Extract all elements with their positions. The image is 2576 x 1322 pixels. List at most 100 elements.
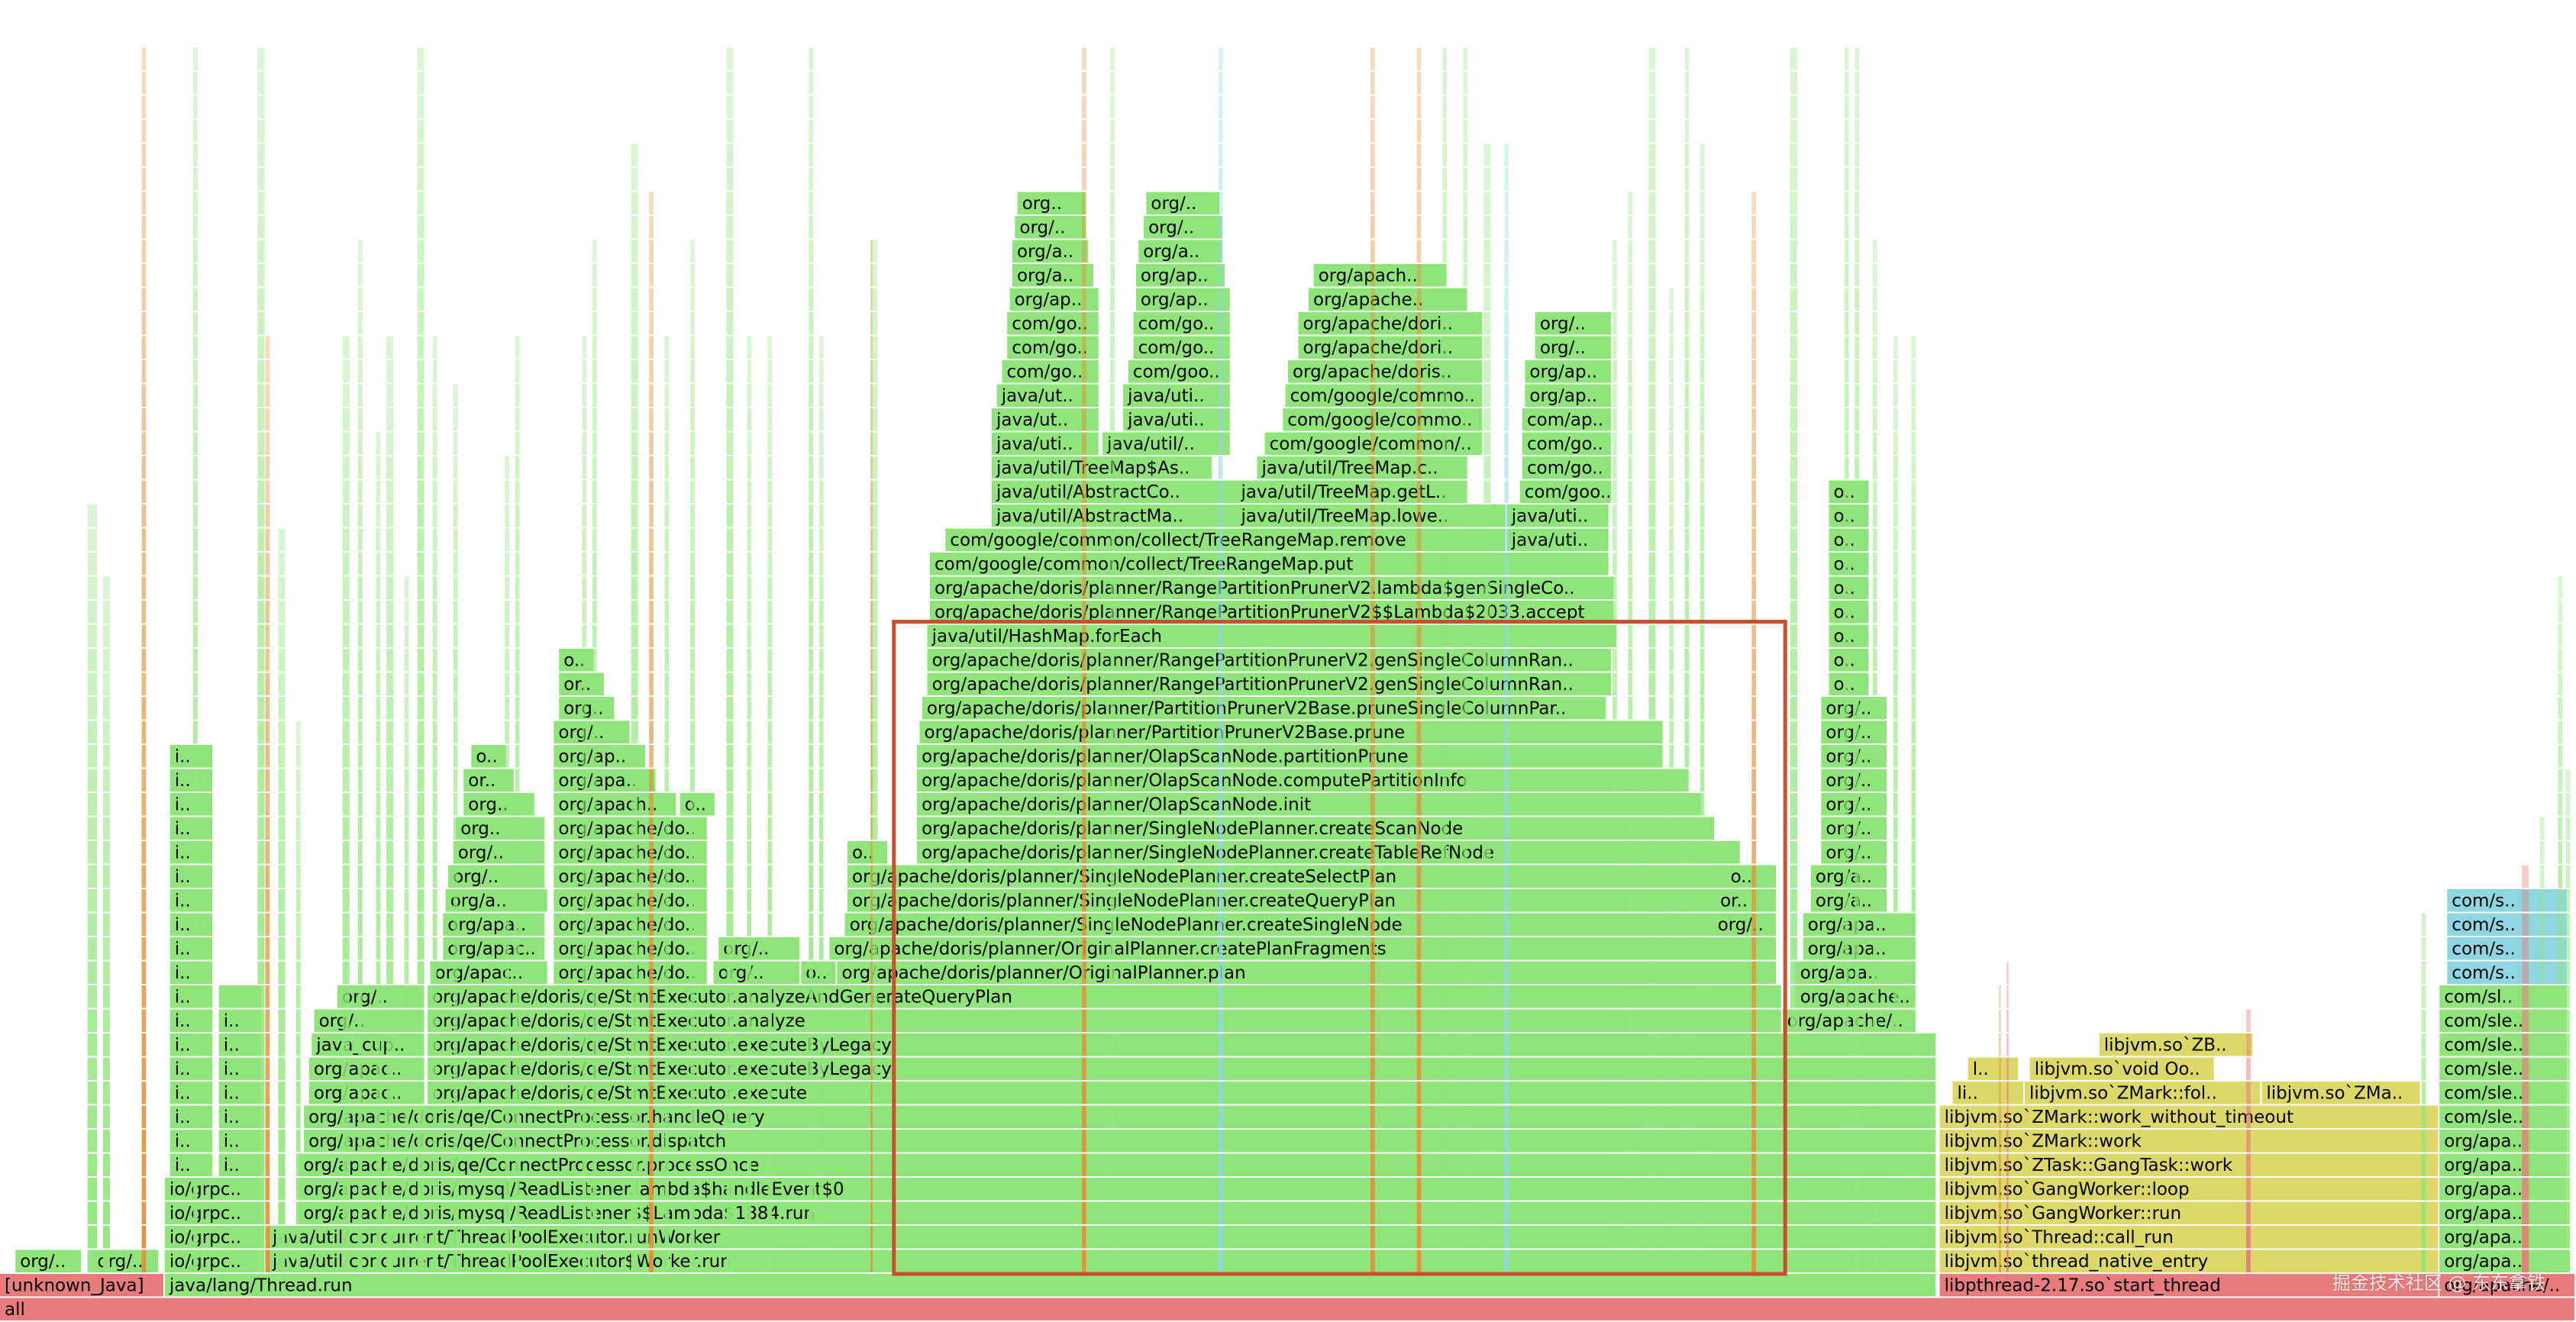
- flame-frame[interactable]: i..: [169, 769, 213, 792]
- flame-frame-bar[interactable]: [448, 865, 545, 888]
- flame-frame-bar[interactable]: [554, 889, 707, 912]
- flame-frame-bar[interactable]: [1535, 336, 1612, 360]
- flame-frame[interactable]: com/google/commo..: [1283, 408, 1483, 431]
- flame-frame-bar[interactable]: [445, 889, 547, 912]
- flame-frame[interactable]: i..: [169, 1082, 213, 1104]
- flame-frame-bar[interactable]: [1309, 288, 1467, 311]
- flame-frame[interactable]: com/google/common/collect/TreeRangeMap.p…: [930, 553, 1609, 576]
- flame-frame[interactable]: i..: [218, 1033, 262, 1056]
- flame-frame[interactable]: org/..: [1144, 216, 1222, 239]
- flame-frame[interactable]: org/apache/doris/qe/StmtExecutor.execute…: [428, 1057, 1936, 1081]
- flame-frame-bar[interactable]: [992, 456, 1212, 479]
- flame-frame[interactable]: or..: [1716, 889, 1777, 912]
- flame-frame[interactable]: org/..: [15, 1249, 81, 1273]
- flame-frame[interactable]: org/apache/do..: [554, 913, 707, 937]
- flame-frame[interactable]: com/sl..: [2439, 985, 2567, 1008]
- flame-frame-bar[interactable]: [1968, 1057, 2019, 1081]
- flame-frame[interactable]: org/apach..: [554, 793, 676, 816]
- flame-frame[interactable]: io/grpc..: [164, 1201, 262, 1225]
- flame-frame-bar[interactable]: [992, 432, 1099, 456]
- flame-frame-bar[interactable]: [169, 1082, 213, 1104]
- flame-frame-bar[interactable]: [1135, 264, 1225, 287]
- flame-frame-bar[interactable]: [1298, 312, 1483, 335]
- flame-frame-bar[interactable]: [992, 480, 1238, 504]
- flame-frame-bar[interactable]: [847, 841, 887, 864]
- flame-frame-bar[interactable]: [0, 1298, 2574, 1321]
- flame-frame-bar[interactable]: [2439, 1274, 2574, 1297]
- flame-frame-bar[interactable]: [1522, 408, 1612, 431]
- flame-frame[interactable]: java/util/TreeMap$As..: [992, 456, 1212, 479]
- flame-frame[interactable]: i..: [218, 1130, 262, 1153]
- flame-frame-bar[interactable]: [267, 1226, 1936, 1249]
- flame-frame[interactable]: org/apa..: [554, 769, 656, 792]
- flame-frame[interactable]: i..: [218, 1057, 262, 1081]
- flame-frame[interactable]: i..: [169, 745, 213, 768]
- flame-frame-bar[interactable]: [1939, 1201, 2439, 1225]
- flame-frame[interactable]: org/apache/doris/qe/ConnectProcessor.pro…: [299, 1153, 1936, 1177]
- flame-frame[interactable]: org/..: [337, 985, 424, 1008]
- flame-frame[interactable]: java/util/concurrent/ThreadPoolExecutor.…: [267, 1226, 1936, 1249]
- flame-frame[interactable]: com/sle..: [2439, 1082, 2567, 1104]
- flame-frame-bar[interactable]: [680, 793, 715, 816]
- flame-frame-bar[interactable]: [2439, 1226, 2567, 1249]
- flame-frame-bar[interactable]: [1525, 360, 1612, 383]
- flame-frame[interactable]: org/apa..: [2439, 1249, 2567, 1273]
- flame-frame-bar[interactable]: [1146, 192, 1220, 215]
- flame-frame[interactable]: o..: [847, 841, 887, 864]
- flame-frame-bar[interactable]: [554, 961, 707, 985]
- flame-frame-bar[interactable]: [169, 937, 213, 960]
- flame-frame-bar[interactable]: [847, 889, 1776, 912]
- flame-frame[interactable]: org/apache/doris/qe/StmtExecutor.analyze: [428, 1009, 1781, 1033]
- flame-frame[interactable]: org/apa..: [443, 913, 545, 937]
- flame-frame-bar[interactable]: [1236, 480, 1467, 504]
- flame-frame-bar[interactable]: [1123, 408, 1230, 431]
- flame-frame[interactable]: java/ut..: [996, 384, 1099, 408]
- flame-frame-bar[interactable]: [169, 961, 213, 985]
- flame-frame-bar[interactable]: [1716, 889, 1777, 912]
- flame-frame[interactable]: org/apache/do..: [554, 937, 707, 960]
- flame-frame[interactable]: [unknown_Java]: [0, 1274, 163, 1297]
- flame-frame-bar[interactable]: [218, 1009, 262, 1033]
- flame-frame-bar[interactable]: [299, 1178, 1936, 1201]
- flame-frame-bar[interactable]: [559, 697, 615, 720]
- flame-frame[interactable]: org/apache/doris/planner/RangePartitionP…: [930, 601, 1614, 624]
- flame-frame-bar[interactable]: [992, 408, 1099, 431]
- flame-frame[interactable]: org/apa..: [1803, 913, 1916, 937]
- flame-frame[interactable]: java/util/TreeMap.getL..: [1236, 480, 1467, 504]
- flame-frame-bar[interactable]: [1133, 336, 1230, 360]
- flame-frame-bar[interactable]: [837, 961, 1777, 985]
- flame-frame-bar[interactable]: [554, 793, 676, 816]
- flame-frame-bar[interactable]: [1128, 360, 1230, 383]
- flame-frame-bar[interactable]: [456, 817, 545, 840]
- flame-frame[interactable]: libjvm.so`ZMark::work: [1939, 1130, 2439, 1153]
- flame-frame[interactable]: org/apache/..: [2439, 1274, 2574, 1297]
- flame-frame[interactable]: java/uti..: [1506, 528, 1609, 552]
- flame-frame[interactable]: org/a..: [445, 889, 547, 912]
- flame-frame-bar[interactable]: [218, 1082, 262, 1104]
- flame-frame-bar[interactable]: [164, 1178, 262, 1201]
- flame-frame[interactable]: org/apache/doris/mysql/ReadListener$$Lam…: [299, 1201, 1936, 1225]
- flame-frame[interactable]: org/apache/doris/planner/OriginalPlanner…: [837, 961, 1777, 985]
- flame-frame[interactable]: org/apache/doris/planner/PartitionPruner…: [922, 697, 1606, 720]
- flame-frame-bar[interactable]: [1009, 288, 1099, 311]
- flame-frame-bar[interactable]: [169, 1153, 213, 1177]
- flame-frame-bar[interactable]: [337, 985, 424, 1008]
- flame-frame-bar[interactable]: [1017, 192, 1086, 215]
- flame-frame[interactable]: libjvm.so`ZB..: [2099, 1033, 2253, 1056]
- flame-frame[interactable]: org/apache/doris/qe/StmtExecutor.execute: [428, 1082, 1936, 1104]
- flame-frame-bar[interactable]: [996, 384, 1099, 408]
- flame-frame-bar[interactable]: [2025, 1082, 2261, 1104]
- flame-frame-bar[interactable]: [930, 601, 1614, 624]
- flame-frame[interactable]: org/..: [92, 1249, 159, 1273]
- flame-frame-bar[interactable]: [554, 913, 707, 937]
- flame-frame[interactable]: i..: [218, 1082, 262, 1104]
- flame-frame[interactable]: org/apache/doris/planner/SingleNodePlann…: [917, 817, 1714, 840]
- flame-frame-bar[interactable]: [927, 649, 1612, 672]
- flame-frame[interactable]: i..: [169, 817, 213, 840]
- flame-frame-bar[interactable]: [453, 841, 545, 864]
- flame-frame[interactable]: io/grpc..: [164, 1178, 262, 1201]
- flame-frame-bar[interactable]: [304, 1130, 1936, 1153]
- flame-frame-bar[interactable]: [1952, 1082, 2024, 1104]
- flame-frame[interactable]: org/ap..: [1009, 288, 1099, 311]
- flame-frame-bar[interactable]: [2439, 1033, 2567, 1056]
